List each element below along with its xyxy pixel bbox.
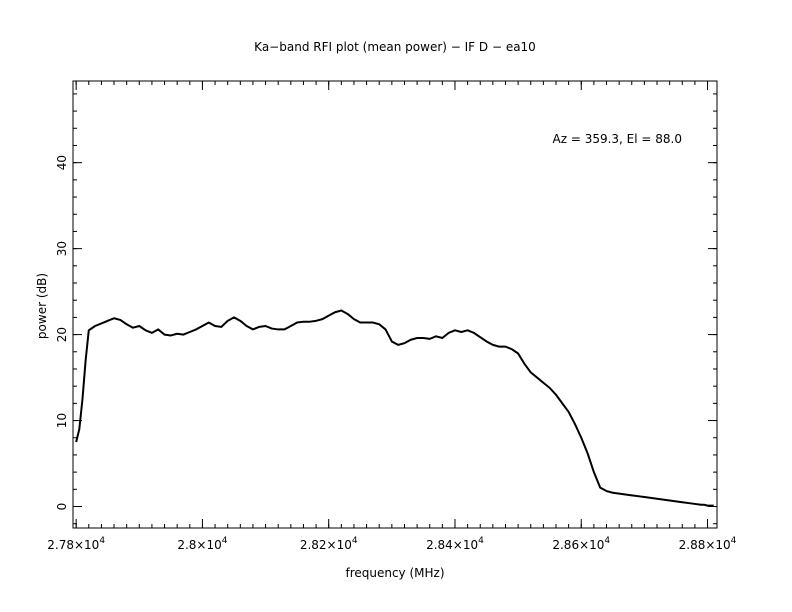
- x-tick-label: 2.86×104: [552, 536, 610, 552]
- x-tick-label: 2.84×104: [426, 536, 484, 552]
- y-tick-label: 30: [55, 241, 69, 256]
- x-tick-label: 2.8×104: [177, 536, 227, 552]
- chart-title: Ka−band RFI plot (mean power) − IF D − e…: [254, 40, 536, 54]
- x-axis-label: frequency (MHz): [345, 566, 444, 580]
- x-tick-label: 2.82×104: [300, 536, 358, 552]
- y-tick-label: 0: [55, 503, 69, 511]
- x-tick-label: 2.78×104: [47, 536, 105, 552]
- y-tick-labels: 0 10 20 30 40: [55, 155, 69, 510]
- x-tick-labels: 2.78×104 2.8×104 2.82×104 2.84×104 2.86×104 2…: [47, 536, 736, 552]
- series-line: [75, 309, 714, 507]
- plot-frame: [72, 80, 718, 529]
- minor-ticks: [73, 81, 717, 528]
- y-tick-label: 20: [55, 327, 69, 342]
- y-tick-label: 10: [55, 413, 69, 428]
- x-tick-label: 2.88×104: [679, 536, 737, 552]
- az-el-annotation: Az = 359.3, El = 88.0: [553, 132, 683, 146]
- y-tick-label: 40: [55, 155, 69, 170]
- major-ticks: [73, 81, 717, 528]
- y-axis-label: power (dB): [35, 273, 49, 339]
